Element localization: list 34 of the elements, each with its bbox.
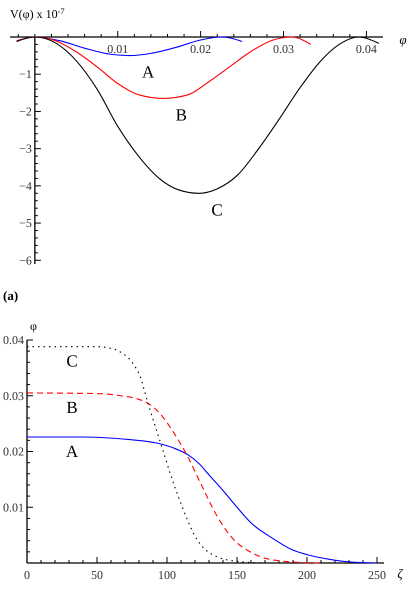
x-axis-title: φ: [399, 32, 407, 47]
y-tick-label: −1: [19, 67, 32, 82]
series-label: B: [66, 398, 78, 417]
y-axis-title: φ: [30, 319, 37, 333]
y-tick-label: 0.04: [3, 333, 24, 347]
x-tick-label: 200: [298, 568, 316, 582]
x-axis-title: ζ: [397, 566, 404, 581]
x-tick-label: 0.01: [107, 42, 128, 56]
series-label: C: [211, 200, 223, 220]
y-axis-title: V(φ) x 10$^{-7}$: [10, 6, 65, 21]
x-tick-label: 0: [24, 568, 30, 582]
y-tick-label: −2: [19, 104, 32, 118]
y-tick-label: −3: [19, 142, 32, 156]
line-series: [26, 392, 322, 564]
series-label: A: [142, 62, 156, 82]
series-label: A: [66, 442, 79, 462]
x-tick-label: 250: [368, 568, 386, 582]
series-label: C: [66, 352, 78, 371]
y-tick-label: 0.02: [3, 444, 24, 458]
y-tick-label: −5: [19, 216, 32, 230]
series-label: B: [176, 105, 188, 124]
x-tick-label: 50: [91, 568, 103, 582]
line-series: [26, 436, 378, 564]
y-tick-label: −6: [19, 253, 32, 268]
x-tick-label: 150: [228, 568, 246, 582]
x-tick-label: 0.02: [190, 42, 212, 56]
y-tick-label: 0.03: [3, 388, 24, 403]
y-tick-label: −4: [19, 178, 32, 193]
x-tick-label: 100: [158, 568, 176, 582]
text: (a): [3, 288, 18, 303]
x-tick-label: 0.03: [273, 42, 294, 56]
x-tick-label: 0.04: [356, 42, 377, 56]
y-tick-label: 0.01: [3, 500, 24, 514]
line-series: [16, 36, 312, 99]
